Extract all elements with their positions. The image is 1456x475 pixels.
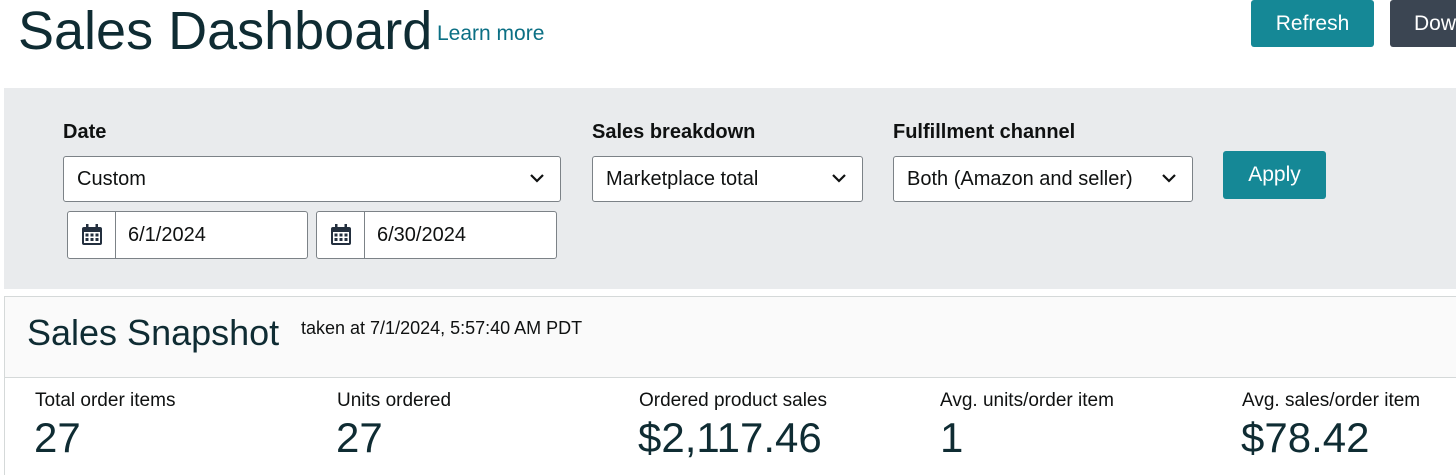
apply-button[interactable]: Apply — [1223, 151, 1326, 199]
chevron-down-icon — [1162, 174, 1176, 183]
metric-label-units-ordered: Units ordered — [337, 390, 452, 411]
start-date-calendar-button[interactable] — [68, 212, 116, 258]
metric-label-ordered-product-sales: Ordered product sales — [639, 390, 827, 411]
end-date-calendar-button[interactable] — [317, 212, 365, 258]
page-title: Sales Dashboard — [18, 1, 433, 61]
end-date-field[interactable]: 6/30/2024 — [316, 211, 557, 259]
end-date-value: 6/30/2024 — [377, 224, 466, 246]
calendar-icon — [81, 224, 102, 245]
sales-breakdown-value: Marketplace total — [606, 167, 759, 190]
sales-breakdown-label: Sales breakdown — [592, 121, 756, 143]
download-button[interactable]: Dow — [1390, 0, 1456, 47]
snapshot-metrics — [4, 377, 1456, 475]
chevron-down-icon — [832, 174, 846, 183]
metric-label-avg-units-per-order-item: Avg. units/order item — [940, 390, 1114, 411]
snapshot-timestamp: taken at 7/1/2024, 5:57:40 AM PDT — [301, 318, 583, 338]
calendar-icon — [330, 224, 351, 245]
learn-more-link[interactable]: Learn more — [437, 22, 545, 45]
fulfillment-channel-value: Both (Amazon and seller) — [907, 167, 1133, 190]
metric-value-total-order-items: 27 — [34, 414, 81, 461]
metric-label-total-order-items: Total order items — [35, 390, 176, 411]
snapshot-header — [4, 296, 1456, 378]
sales-breakdown-select[interactable]: Marketplace total — [592, 156, 863, 202]
refresh-button[interactable]: Refresh — [1251, 0, 1374, 47]
metric-label-avg-sales-per-order-item: Avg. sales/order item — [1242, 390, 1421, 411]
start-date-field[interactable]: 6/1/2024 — [67, 211, 308, 259]
metric-value-avg-units-per-order-item: 1 — [940, 414, 964, 461]
date-select-value: Custom — [77, 167, 146, 190]
date-label: Date — [63, 121, 107, 143]
metric-value-avg-sales-per-order-item: $78.42 — [1241, 414, 1370, 461]
fulfillment-channel-select[interactable]: Both (Amazon and seller) — [893, 156, 1193, 202]
fulfillment-channel-label: Fulfillment channel — [893, 121, 1076, 143]
metric-value-ordered-product-sales: $2,117.46 — [638, 414, 822, 461]
snapshot-title: Sales Snapshot — [27, 312, 280, 353]
metric-value-units-ordered: 27 — [336, 414, 383, 461]
start-date-value: 6/1/2024 — [128, 224, 206, 246]
date-select[interactable]: Custom — [63, 156, 561, 202]
chevron-down-icon — [530, 174, 544, 183]
